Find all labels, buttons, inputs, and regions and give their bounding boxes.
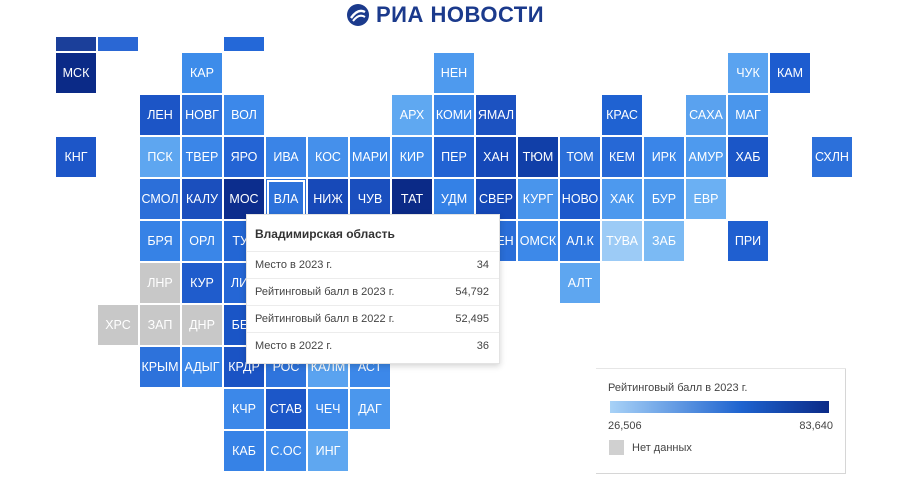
region-tile[interactable]: КРЫМ [140,347,180,387]
region-tile[interactable]: КАЛУ [182,179,222,219]
region-tile[interactable]: ПРИ [728,221,768,261]
region-tile[interactable]: ВЛА [266,179,306,219]
ria-logo: РИА НОВОСТИ [346,2,544,28]
ria-globe-icon [347,4,369,26]
tooltip-row-value: 36 [476,340,489,352]
region-tile[interactable]: СТАВ [266,389,306,429]
region-tile[interactable]: ДАГ [350,389,390,429]
region-tile[interactable]: ИНГ [308,431,348,471]
region-tile[interactable]: НИЖ [308,179,348,219]
region-tile[interactable]: ПЕР [434,137,474,177]
legend-title: Рейтинговый балл в 2023 г. [608,382,748,394]
region-tile[interactable]: ЛНР [140,263,180,303]
region-tile[interactable]: ОРЛ [182,221,222,261]
region-tile[interactable]: КОС [308,137,348,177]
region-tile[interactable]: КАР [182,53,222,93]
legend-max-value: 83,640 [799,420,833,432]
legend-gradient-bar [610,401,829,413]
tooltip-row-value: 52,495 [455,313,489,325]
region-tile[interactable]: ЕВР [686,179,726,219]
region-tile[interactable]: КАМ [770,53,810,93]
region-tile[interactable]: ПСК [140,137,180,177]
region-tile[interactable]: АМУР [686,137,726,177]
region-tile[interactable]: ВОЛ [224,95,264,135]
region-tile[interactable]: КУР [182,263,222,303]
region-tile[interactable]: ЗАБ [644,221,684,261]
region-tile[interactable]: ХАБ [728,137,768,177]
tooltip-row: Рейтинговый балл в 2023 г. 54,792 [247,278,499,305]
region-tile[interactable]: АЛТ [560,263,600,303]
tooltip-row: Место в 2022 г. 36 [247,332,499,359]
tooltip-row: Место в 2023 г. 34 [247,251,499,278]
region-tile[interactable] [56,37,96,51]
region-tile[interactable] [98,37,138,51]
tooltip-row-value: 54,792 [455,286,489,298]
tooltip-title: Владимирская область [255,227,395,241]
region-tooltip: Владимирская область Место в 2023 г. 34 … [246,214,500,364]
legend-min-value: 26,506 [608,420,642,432]
region-tile[interactable]: АРХ [392,95,432,135]
region-tile[interactable]: ИВА [266,137,306,177]
region-tile[interactable]: НОВО [560,179,600,219]
tooltip-row-label: Рейтинговый балл в 2023 г. [255,286,395,298]
region-tile[interactable]: КОМИ [434,95,474,135]
region-tile[interactable]: ОМСК [518,221,558,261]
region-tile[interactable]: БУР [644,179,684,219]
region-tile[interactable]: УДМ [434,179,474,219]
region-tile[interactable]: ТУВА [602,221,642,261]
no-data-label: Нет данных [632,442,692,454]
region-tile[interactable]: БРЯ [140,221,180,261]
region-tile[interactable]: ХАН [476,137,516,177]
region-tile[interactable]: СХЛН [812,137,852,177]
region-tile[interactable]: ЧУВ [350,179,390,219]
region-tile[interactable]: ТАТ [392,179,432,219]
region-tile[interactable]: ЛЕН [140,95,180,135]
tooltip-row-label: Рейтинговый балл в 2022 г. [255,313,395,325]
region-tile[interactable]: СВЕР [476,179,516,219]
region-tile[interactable]: МОС [224,179,264,219]
region-tile[interactable]: ДНР [182,305,222,345]
region-tile[interactable]: ЯМАЛ [476,95,516,135]
region-tile[interactable]: АДЫГ [182,347,222,387]
region-tile[interactable]: ИРК [644,137,684,177]
region-tile[interactable]: ТВЕР [182,137,222,177]
region-tile[interactable]: КНГ [56,137,96,177]
region-tile[interactable]: КЕМ [602,137,642,177]
region-tile[interactable]: ЯРО [224,137,264,177]
no-data-swatch [609,440,624,455]
region-tile[interactable]: МСК [56,53,96,93]
region-tile[interactable]: КРАС [602,95,642,135]
region-tile[interactable] [224,37,264,51]
region-tile[interactable]: САХА [686,95,726,135]
region-tile[interactable]: КАБ [224,431,264,471]
region-tile[interactable]: МАГ [728,95,768,135]
region-tile[interactable]: ЧЕЧ [308,389,348,429]
region-tile[interactable]: КУРГ [518,179,558,219]
region-tile[interactable]: ЧУК [728,53,768,93]
tooltip-row: Рейтинговый балл в 2022 г. 52,495 [247,305,499,332]
region-tile[interactable]: СМОЛ [140,179,180,219]
brand-name: РИА НОВОСТИ [376,2,545,27]
region-tile[interactable]: С.ОС [266,431,306,471]
region-tile[interactable]: ТОМ [560,137,600,177]
region-tile[interactable]: ЗАП [140,305,180,345]
region-tile[interactable]: АЛ.К [560,221,600,261]
region-tile[interactable]: КЧР [224,389,264,429]
tooltip-row-label: Место в 2022 г. [255,340,333,352]
tooltip-row-value: 34 [476,259,489,271]
legend: Рейтинговый балл в 2023 г. 26,506 83,640… [596,368,846,474]
region-tile[interactable]: КИР [392,137,432,177]
region-tile[interactable]: МАРИ [350,137,390,177]
region-tile[interactable]: ТЮМ [518,137,558,177]
region-tile[interactable]: ХАК [602,179,642,219]
region-tile[interactable]: НОВГ [182,95,222,135]
region-tile[interactable]: НЕН [434,53,474,93]
tooltip-row-label: Место в 2023 г. [255,259,333,271]
region-tile[interactable]: ХРС [98,305,138,345]
